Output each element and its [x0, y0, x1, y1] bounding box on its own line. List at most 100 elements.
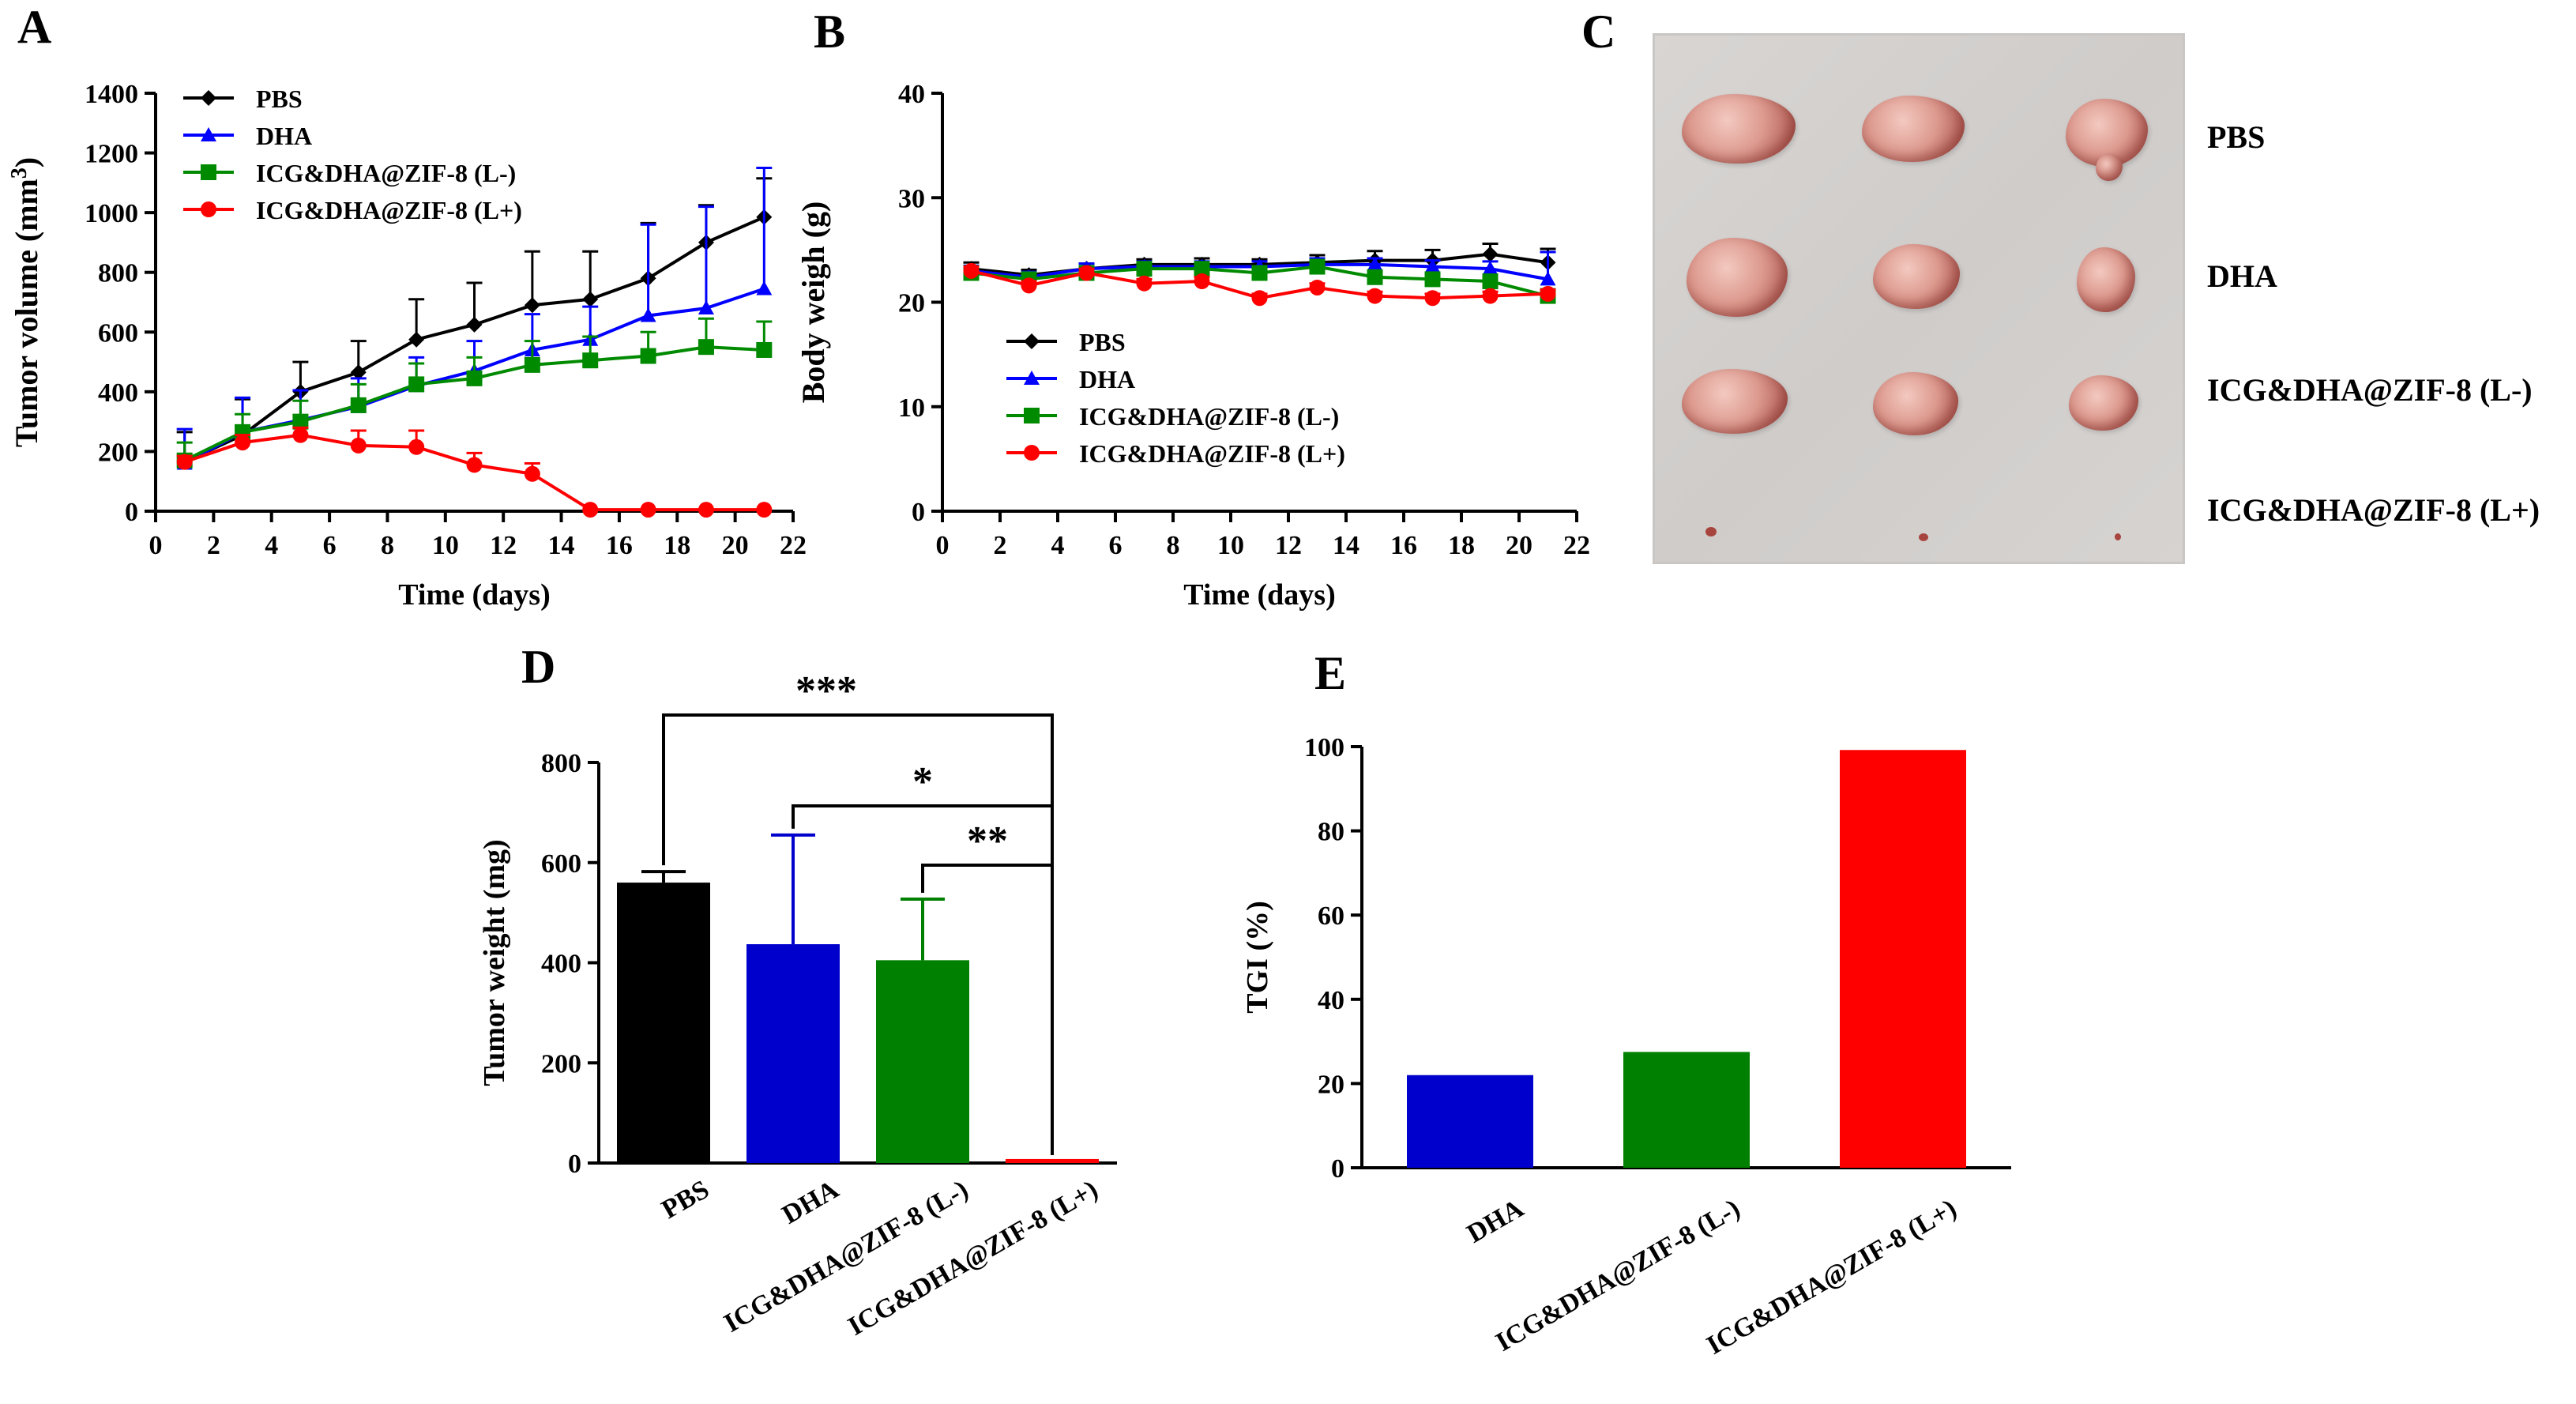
b-data-point: [1251, 265, 1268, 281]
b-data-point: [1540, 285, 1556, 302]
b-y-tick-label: 0: [912, 498, 925, 527]
b-data-point: [1309, 258, 1326, 275]
b-data-point: [1194, 261, 1210, 277]
panel-letter-b: B: [814, 6, 846, 58]
b-x-tick-label: 8: [1167, 531, 1180, 560]
e-y-tick-label: 40: [1318, 986, 1344, 1015]
a-data-point: [582, 502, 599, 518]
b-legend-marker: [1024, 371, 1040, 385]
a-data-point: [466, 316, 483, 333]
b-x-axis-label: Time (days): [1183, 578, 1335, 612]
a-x-tick-label: 12: [490, 531, 517, 560]
b-data-point: [1482, 288, 1499, 304]
panel-letter-c: C: [1581, 6, 1616, 58]
b-data-point: [1251, 290, 1268, 307]
a-data-point: [408, 439, 425, 455]
b-data-point: [1021, 277, 1037, 294]
tumor-l-minus-3: [2069, 375, 2138, 431]
a-data-point: [292, 427, 309, 443]
a-data-point: [640, 502, 656, 518]
tumor-l-plus-3: [2115, 533, 2121, 540]
b-x-tick-label: 6: [1109, 531, 1123, 560]
a-data-point: [408, 376, 425, 393]
a-data-point: [756, 502, 773, 518]
tumor-pbs-2: [1862, 96, 1965, 162]
b-data-point: [1136, 261, 1153, 277]
a-data-point: [582, 291, 599, 307]
a-y-tick-label: 0: [125, 498, 138, 527]
a-x-tick-label: 20: [722, 531, 749, 560]
b-y-tick-label: 40: [898, 80, 925, 109]
b-legend-marker: [1024, 333, 1040, 349]
a-x-tick-label: 22: [780, 531, 807, 560]
e-bar: [1407, 1075, 1533, 1168]
b-legend-entry: PBS: [1079, 328, 1126, 356]
a-y-tick-label: 1400: [85, 80, 138, 109]
a-x-tick-label: 4: [265, 531, 278, 560]
b-legend-entry: DHA: [1079, 365, 1135, 393]
a-y-axis-label: Tumor volume (mm3): [7, 157, 44, 447]
a-data-point: [698, 502, 714, 518]
a-data-point: [640, 348, 656, 364]
d-bar: [617, 883, 710, 1163]
a-y-tick-label: 800: [98, 259, 138, 288]
tumor-pbs-1: [1682, 94, 1796, 164]
a-legend-marker: [201, 90, 216, 106]
b-data-point: [1078, 265, 1095, 281]
d-significance-bracket: [662, 713, 1054, 1155]
a-data-point: [582, 352, 599, 369]
d-bar: [876, 960, 969, 1163]
b-x-tick-label: 4: [1051, 531, 1065, 560]
d-significance-bracket: [921, 864, 1054, 1155]
b-y-tick-label: 10: [898, 393, 925, 423]
b-legend-entry: ICG&DHA@ZIF-8 (L-): [1079, 402, 1339, 431]
a-data-point: [235, 435, 251, 451]
b-legend-entry: ICG&DHA@ZIF-8 (L+): [1079, 439, 1345, 468]
b-data-point: [1194, 273, 1210, 290]
a-x-tick-label: 6: [323, 531, 337, 560]
a-x-tick-label: 10: [432, 531, 459, 560]
b-x-tick-label: 14: [1333, 531, 1359, 560]
a-data-point: [756, 280, 773, 295]
photo-label-dha: DHA: [2207, 258, 2277, 294]
d-y-tick-label: 0: [568, 1150, 581, 1179]
a-y-tick-label: 1200: [85, 140, 138, 169]
a-x-tick-label: 16: [606, 531, 633, 560]
b-series-3: [963, 262, 1556, 307]
d-significance-label: ***: [795, 668, 857, 713]
a-data-point: [698, 300, 714, 315]
e-bar: [1623, 1052, 1750, 1168]
b-x-tick-label: 16: [1390, 531, 1417, 560]
a-data-point: [466, 370, 483, 386]
a-legend-marker: [201, 164, 216, 180]
e-y-axis-label: TGI (%): [1241, 901, 1274, 1014]
b-y-axis-label: Body weigh (g): [795, 201, 831, 404]
b-data-point: [1136, 275, 1153, 292]
d-y-tick-label: 200: [541, 1049, 581, 1078]
panel-letter-d: D: [521, 641, 556, 693]
a-data-point: [756, 341, 773, 358]
d-significance-label: **: [967, 819, 1008, 864]
d-category-label: DHA: [777, 1175, 844, 1230]
b-x-tick-label: 20: [1506, 531, 1532, 560]
a-x-tick-label: 18: [664, 531, 690, 560]
a-data-point: [350, 364, 367, 381]
a-x-tick-label: 0: [149, 531, 163, 560]
b-data-point: [1367, 288, 1383, 304]
a-legend-entry: ICG&DHA@ZIF-8 (L+): [256, 196, 522, 224]
chart-body-weight: 0 2 4 6 8 10 12 14 16 18 20 22 0 10 20 30 40 Time (days) B…: [795, 80, 1590, 612]
a-x-axis-label: Time (days): [398, 578, 550, 612]
b-data-point: [1482, 261, 1499, 276]
b-y-tick-label: 20: [898, 289, 925, 318]
tumor-dha-3: [2077, 247, 2135, 312]
d-y-axis-label: Tumor weight (mg): [478, 839, 511, 1086]
a-data-point: [698, 339, 714, 356]
d-bar: [746, 944, 840, 1163]
panel-letter-a: A: [17, 1, 52, 53]
b-data-point: [1424, 258, 1441, 273]
d-y-tick-label: 400: [541, 950, 581, 979]
d-significance-label: *: [912, 759, 933, 804]
a-legend-entry: PBS: [256, 85, 303, 113]
